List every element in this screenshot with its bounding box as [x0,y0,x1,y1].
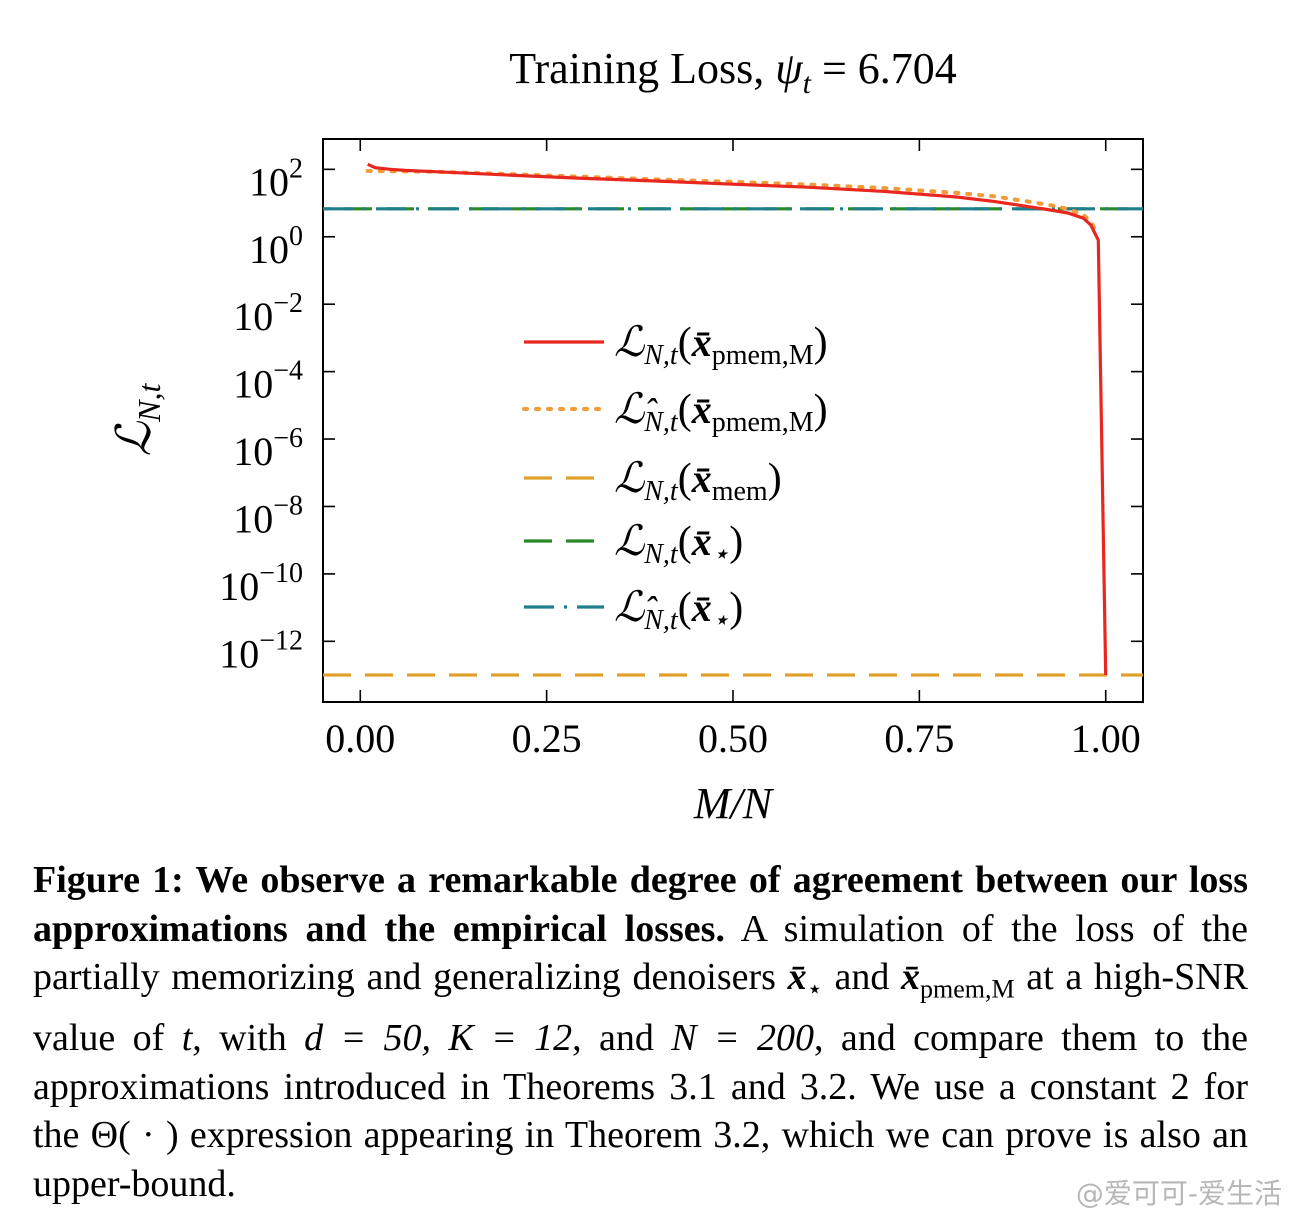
y-tick-label: 100 [249,221,303,272]
caption-sym-pmem-sub: pmem,M [920,974,1015,1004]
y-tick-label: 10−12 [219,625,303,676]
legend-label: ℒN,t(x̄pmem,M) [614,320,828,371]
x-tick-label: 0.25 [512,716,582,761]
chart-title: Training Loss, ψt = 6.704 [509,44,957,100]
caption-d: d = 50, [304,1017,449,1060]
caption-text-2: and [822,956,902,998]
caption-sym-pmem: x̄ [901,956,921,998]
y-tick-label: 10−4 [233,356,303,407]
x-tick-label: 0.75 [884,716,954,761]
caption-k: K = 12 [448,1017,573,1060]
axis-ticks: 0.00 0.25 0.50 0.75 1.00 102 100 10−2 10−4 10−6 10… [219,139,1143,761]
y-tick-label: 10−10 [219,558,303,609]
caption-text-4: , with [192,1017,305,1060]
caption-sym-star-sub: ⋆ [806,974,823,1004]
watermark: @爱可可-爱生活 [1075,1177,1282,1210]
legend-label: ℒ̂N,t(x̄pmem,M) [614,387,828,438]
x-tick-label: 0.50 [698,716,768,761]
figure-caption: Figure 1: We observe a remarkable degree… [33,856,1248,1208]
legend-label: ℒN,t(x̄mem) [614,456,782,507]
caption-sym-star: x̄ [787,956,807,998]
legend-label: ℒ̂N,t(x̄⋆) [614,585,743,636]
y-axis-label: ℒN,t [108,382,167,456]
legend: ℒN,t(x̄pmem,M) ℒ̂N,t(x̄pmem,M) ℒN,t(x̄mem)… [522,320,828,636]
y-tick-label: 10−2 [233,288,303,339]
legend-label: ℒN,t(x̄⋆) [614,519,743,570]
caption-bold: Figure 1: We observe a remarkable degree… [33,859,1248,950]
x-tick-label: 0.00 [325,716,395,761]
y-tick-label: 10−6 [233,423,303,474]
series-line-1 [365,169,1101,238]
series-line-0 [367,162,1108,676]
caption-text-5: , and [572,1017,672,1060]
y-tick-label: 10−8 [233,490,303,541]
chart: Training Loss, ψt = 6.704 0.00 0.25 0.50 0.… [108,44,1144,828]
caption-text-6: , and compare them to the approximations… [33,1017,1248,1205]
caption-text-3: at a high-SNR value of [33,956,1248,1060]
x-tick-label: 1.00 [1071,716,1141,761]
chart-svg: Training Loss, ψt = 6.704 0.00 0.25 0.50 0.… [108,44,1144,828]
caption-t: t [181,1017,193,1060]
y-tick-label: 102 [249,153,303,204]
caption-n: N = 200 [671,1017,814,1060]
x-axis-label: M/N [693,779,775,828]
series-layer [323,162,1143,677]
caption-text-1: A simulation of the loss of the partiall… [33,907,1249,999]
